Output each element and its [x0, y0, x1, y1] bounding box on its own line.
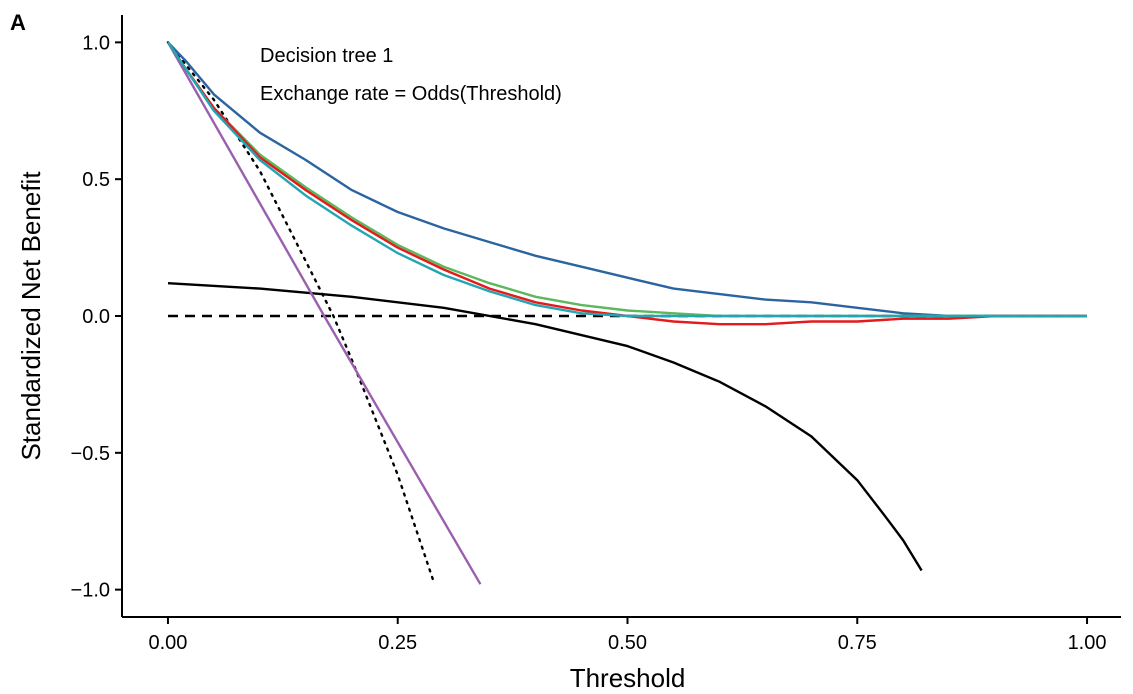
series-line-7	[167, 41, 1087, 318]
x-ticks: 0.00 0.25 0.50 0.75 1.00	[148, 617, 1107, 654]
x-tick-label: 0.00	[148, 632, 187, 654]
y-ticks: 1.0 0.5 0.0 −0.5 −1.0	[71, 32, 122, 602]
x-tick-label: 0.25	[378, 632, 417, 654]
series-line-4	[167, 41, 1087, 318]
annotation-exchange-rate: Exchange rate = Odds(Threshold)	[260, 83, 562, 105]
series-line-3	[166, 41, 482, 585]
annotation-model-name: Decision tree 1	[260, 45, 393, 67]
plot-panel: 0.00 0.25 0.50 0.75 1.00 1.0 0.5 0.0 −0.5 −1.0	[71, 15, 1121, 654]
y-tick-label: −0.5	[71, 443, 110, 465]
y-tick-label: −1.0	[71, 580, 110, 602]
x-axis-title: Threshold	[570, 663, 686, 693]
series-layer	[166, 41, 1087, 586]
y-tick-label: 1.0	[82, 32, 110, 54]
series-line-1	[167, 282, 923, 572]
y-tick-label: 0.5	[82, 169, 110, 191]
y-tick-label: 0.0	[82, 306, 110, 328]
y-axis-title: Standardized Net Benefit	[16, 171, 46, 461]
panel-label: A	[10, 10, 26, 35]
series-line-2	[166, 41, 436, 586]
x-tick-label: 0.50	[608, 632, 647, 654]
x-tick-label: 0.75	[838, 632, 877, 654]
series-line-6	[167, 41, 1087, 326]
x-tick-label: 1.00	[1068, 632, 1107, 654]
